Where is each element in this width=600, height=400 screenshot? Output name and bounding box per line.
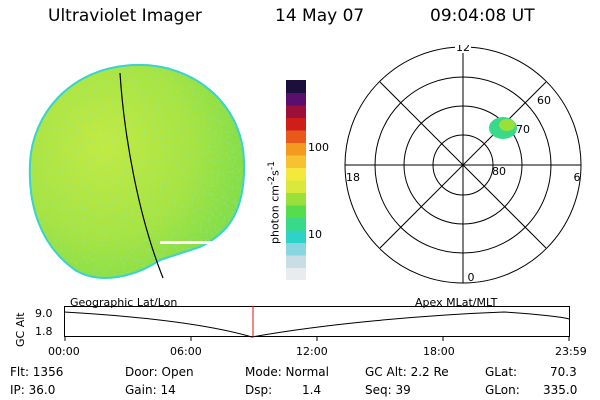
colorbar-swatch [286, 192, 306, 206]
colorbar-tick-100: 100 [308, 141, 329, 154]
colorbar-swatch [286, 180, 306, 193]
disk-limb [28, 63, 246, 279]
observation-time: 09:04:08 UT [430, 6, 535, 26]
colorbar-swatch [286, 267, 306, 281]
colorbar-gradient [286, 80, 306, 281]
timeline-y-tick-max: 9.0 [35, 307, 53, 320]
x-tick-1800: 18:00 [423, 345, 455, 358]
polar-mlt-plot: 12 18 6 0 60 70 80 [344, 45, 582, 284]
colorbar-tick-10: 10 [308, 228, 322, 241]
disk-data-gap [160, 261, 190, 264]
colorbar-swatch [286, 105, 306, 118]
x-tick-1200: 12:00 [296, 345, 328, 358]
dsp-label: Dsp: [245, 383, 273, 397]
mlt-label-0: 0 [468, 271, 475, 284]
timeline-left-label: Geographic Lat/Lon [70, 296, 178, 309]
dsp-value: 1.4 [302, 383, 322, 397]
lat-label-60: 60 [537, 94, 551, 107]
disk-speckle [29, 64, 245, 278]
colorbar-unit-label: photon cm-2s-1 [266, 161, 282, 244]
colorbar-swatch [286, 217, 306, 231]
ip-value: IP: 36.0 [10, 383, 56, 397]
mode-value: Mode: Normal [245, 365, 329, 379]
timeline-right-label: Apex MLat/MLT [415, 296, 498, 309]
gc-altitude: GC Alt: 2.2 Re [365, 365, 449, 379]
observation-date: 14 May 07 [275, 6, 365, 26]
glat-label: GLat: [485, 365, 518, 379]
disk-data-gap [160, 241, 240, 244]
colorbar-swatch [286, 205, 306, 218]
altitude-timeline [64, 306, 570, 341]
lat-label-80: 80 [492, 165, 506, 178]
colorbar-swatch [286, 155, 306, 168]
sequence-number: Seq: 39 [365, 383, 411, 397]
x-tick-2359: 23:59 [555, 345, 587, 358]
door-status: Door: Open [125, 365, 194, 379]
glon-label: GLon: [485, 383, 520, 397]
timeline-y-axis-label: GC Alt [14, 312, 27, 347]
colorbar-swatch [286, 255, 306, 268]
colorbar-swatch [286, 242, 306, 256]
colorbar-swatch [286, 130, 306, 143]
glat-value: 70.3 [550, 365, 577, 379]
colorbar-swatch [286, 167, 306, 181]
timeline-y-tick-min: 1.8 [35, 325, 53, 338]
mlt-label-6: 6 [574, 171, 581, 184]
colorbar-unit-text: photon cm [268, 185, 282, 244]
colorbar-swatch [286, 80, 306, 93]
colorbar-swatch [286, 142, 306, 156]
mlt-label-18: 18 [346, 171, 360, 184]
glon-value: 335.0 [543, 383, 578, 397]
colorbar-swatch [286, 117, 306, 131]
x-tick-0600: 06:00 [170, 345, 202, 358]
colorbar-unit-exp2: -1 [266, 161, 277, 171]
aurora-patch-core [499, 119, 515, 131]
flight-number: Flt: 1356 [10, 365, 64, 379]
lat-label-70: 70 [516, 123, 530, 136]
uv-disk-image [28, 63, 246, 279]
terminator-line [119, 72, 164, 279]
colorbar-swatch [286, 92, 306, 106]
colorbar-unit-s: s [268, 170, 282, 176]
meridian-diag-2 [379, 81, 547, 249]
timeline-frame [64, 306, 570, 337]
mlt-label-12: 12 [456, 45, 470, 54]
x-tick-0000: 00:00 [48, 345, 80, 358]
colorbar [286, 80, 306, 281]
altitude-curve [64, 311, 570, 338]
colorbar-swatch [286, 230, 306, 243]
gain-value: Gain: 14 [125, 383, 176, 397]
instrument-title: Ultraviolet Imager [48, 6, 202, 26]
colorbar-unit-exp1: -2 [266, 175, 277, 186]
